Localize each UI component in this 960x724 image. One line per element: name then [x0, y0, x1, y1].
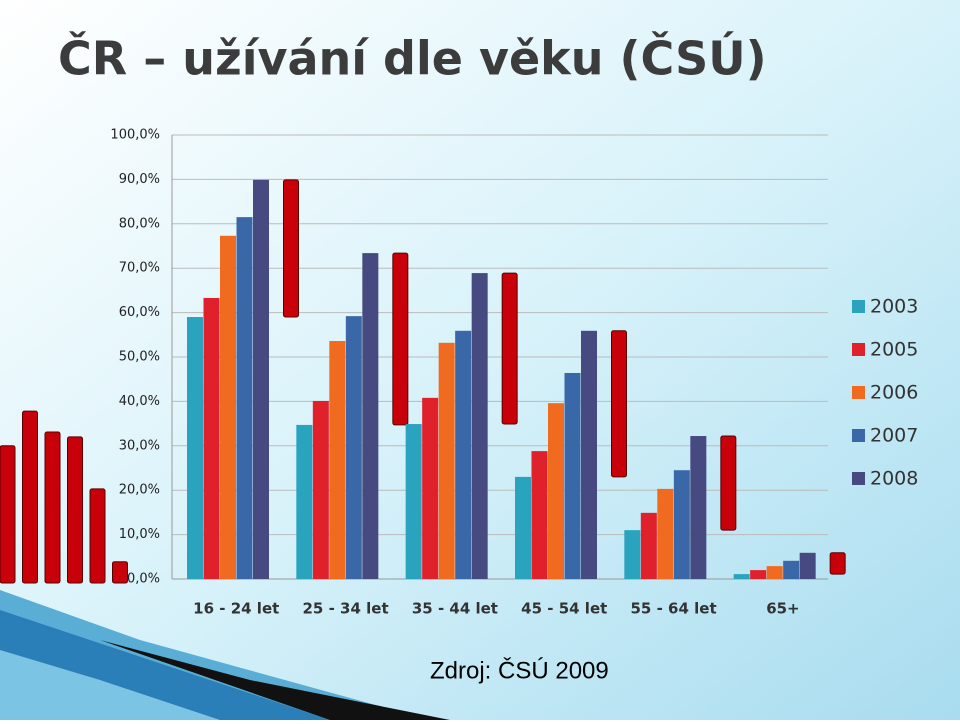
legend-label: 2008 — [870, 468, 918, 490]
y-tick-label: 90,0% — [119, 172, 160, 187]
legend-label: 2006 — [870, 382, 918, 404]
bar — [673, 470, 690, 579]
bar — [422, 397, 439, 579]
growth-bar — [89, 488, 106, 584]
bar — [345, 316, 362, 579]
decoration — [0, 590, 450, 720]
range-bar — [501, 272, 518, 425]
range-bar — [611, 330, 627, 478]
bar — [362, 253, 379, 579]
bar — [624, 530, 641, 579]
x-tick-label: 45 - 54 let — [521, 600, 607, 618]
growth-bar — [44, 431, 61, 584]
y-tick-label: 20,0% — [119, 483, 160, 498]
bar — [783, 560, 800, 579]
bar — [640, 512, 657, 579]
growth-bar — [112, 561, 128, 584]
y-tick-label: 60,0% — [119, 305, 160, 320]
y-tick-label: 80,0% — [119, 216, 160, 231]
y-tick-label: 100,0% — [110, 128, 160, 143]
slide-title: ČR – užívání dle věku (ČSÚ) — [58, 32, 767, 86]
growth-bar — [0, 445, 16, 584]
bar — [799, 552, 816, 579]
x-tick-label: 16 - 24 let — [193, 600, 279, 618]
bar — [657, 488, 674, 579]
bar — [405, 424, 422, 579]
y-tick-label: 40,0% — [119, 394, 160, 409]
bar — [455, 330, 472, 579]
range-bar — [392, 252, 409, 426]
bar — [253, 179, 269, 579]
bar — [548, 403, 564, 579]
bar — [236, 217, 253, 579]
bar — [312, 400, 329, 579]
x-tick-label: 25 - 34 let — [303, 600, 389, 618]
bar — [471, 273, 488, 579]
range-bar — [720, 435, 737, 531]
bar — [220, 235, 236, 579]
growth-bar — [67, 436, 83, 584]
bar — [564, 372, 581, 579]
bar — [531, 451, 548, 579]
bar — [750, 570, 767, 579]
legend-swatch — [852, 300, 865, 313]
bar — [690, 436, 707, 579]
bar — [438, 342, 455, 579]
x-tick-label: 65+ — [766, 600, 799, 618]
bar — [187, 317, 203, 579]
y-tick-label: 0,0% — [127, 572, 160, 587]
growth-bar — [22, 410, 38, 584]
legend-swatch — [852, 429, 865, 442]
x-tick-label: 35 - 44 let — [412, 600, 498, 618]
y-tick-label: 50,0% — [119, 350, 160, 365]
bar — [515, 476, 531, 579]
range-bar — [283, 179, 299, 318]
x-tick-label: 55 - 64 let — [631, 600, 717, 618]
bar — [296, 424, 313, 579]
bar — [329, 341, 346, 579]
bar — [203, 297, 220, 579]
bar — [766, 566, 783, 579]
legend-swatch — [852, 472, 865, 485]
bar — [581, 330, 597, 579]
y-tick-label: 10,0% — [119, 527, 160, 542]
legend-label: 2003 — [870, 296, 918, 318]
range-bar — [829, 552, 846, 575]
legend-swatch — [852, 386, 865, 399]
y-tick-label: 30,0% — [119, 438, 160, 453]
source: Zdroj: ČSÚ 2009 — [430, 656, 609, 684]
legend-swatch — [852, 343, 865, 356]
legend-label: 2005 — [870, 339, 918, 361]
legend-label: 2007 — [870, 425, 918, 447]
bar — [733, 574, 750, 579]
y-tick-label: 70,0% — [119, 261, 160, 276]
